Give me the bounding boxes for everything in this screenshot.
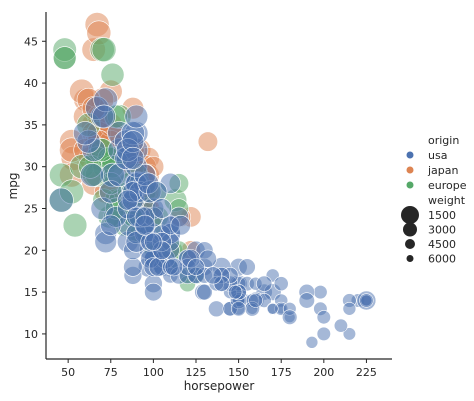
x-tick-label: 125: [185, 366, 206, 379]
y-tick-label: 45: [24, 35, 38, 48]
data-point-usa: [117, 189, 139, 211]
data-point-europe: [62, 213, 88, 238]
legend-size-label: 1500: [428, 209, 456, 222]
legend-marker-japan: [406, 166, 414, 174]
data-point-usa: [359, 293, 374, 308]
data-point-europe: [91, 37, 117, 63]
data-point-usa: [100, 214, 122, 236]
data-point-usa: [231, 301, 247, 317]
legend-size-label: 6000: [428, 253, 456, 266]
legend-size-label: 3000: [428, 224, 456, 237]
data-point-usa: [208, 300, 225, 318]
x-tick-label: 50: [61, 366, 75, 379]
legend-label-europe: europe: [428, 179, 467, 192]
data-point-usa: [248, 293, 263, 308]
data-point-usa: [316, 326, 331, 342]
y-tick-label: 15: [24, 286, 38, 299]
x-ticks: 50 75 100 125 150 175 200 225: [61, 359, 377, 379]
legend-size-marker: [405, 239, 415, 249]
data-point-usa: [316, 310, 331, 325]
data-point-japan: [197, 131, 218, 152]
legend-size-marker: [401, 206, 419, 224]
x-tick-label: 175: [271, 366, 292, 379]
legend-marker-europe: [406, 181, 414, 189]
legend-label-japan: japan: [427, 164, 459, 177]
data-point-usa: [170, 215, 191, 236]
data-point-usa: [92, 104, 116, 129]
data-point-usa: [123, 257, 143, 277]
x-tick-label: 100: [143, 366, 164, 379]
data-point-usa: [48, 187, 74, 213]
data-point-europe: [100, 62, 125, 87]
data-point-usa: [342, 327, 357, 341]
data-point-usa: [124, 104, 149, 129]
y-tick-label: 10: [24, 328, 38, 341]
y-tick-label: 35: [24, 119, 38, 132]
legend-label-usa: usa: [428, 149, 447, 162]
x-tick-label: 200: [313, 366, 334, 379]
x-tick-label: 75: [104, 366, 118, 379]
y-axis-title: mpg: [6, 173, 20, 200]
data-point-usa: [73, 121, 98, 146]
data-point-usa: [298, 292, 315, 309]
y-tick-label: 20: [24, 244, 38, 257]
legend-marker-usa: [406, 151, 414, 159]
legend-size-marker: [403, 222, 417, 237]
data-point-usa: [144, 232, 163, 251]
legend-size-marker: [406, 255, 414, 262]
legend-size-title: weight: [428, 194, 466, 207]
data-point-europe: [52, 46, 77, 70]
data-point-usa: [187, 258, 205, 276]
data-point-usa: [144, 282, 163, 302]
data-point-usa: [282, 309, 298, 325]
x-tick-label: 150: [228, 366, 249, 379]
data-point-usa: [256, 275, 273, 292]
data-point-usa: [80, 163, 105, 188]
data-point-usa: [313, 285, 328, 300]
data-point-usa: [134, 214, 156, 236]
legend-size-label: 4500: [428, 238, 456, 251]
data-point-usa: [121, 146, 145, 170]
x-tick-label: 225: [356, 366, 377, 379]
data-point-usa: [342, 301, 357, 316]
data-point-usa: [196, 283, 213, 301]
y-tick-label: 25: [24, 202, 38, 215]
points-layer: [48, 12, 377, 349]
data-point-usa: [164, 257, 184, 277]
y-ticks: 10 15 20 25 30 35 40 45: [24, 35, 46, 341]
y-tick-label: 40: [24, 77, 38, 90]
data-point-usa: [273, 276, 289, 292]
legend-hue-title: origin: [428, 134, 459, 147]
x-axis-title: horsepower: [184, 379, 255, 393]
data-point-usa: [228, 284, 243, 300]
data-point-usa: [305, 335, 319, 349]
data-point-usa: [238, 258, 256, 276]
y-tick-label: 30: [24, 161, 38, 174]
data-point-usa: [151, 198, 173, 219]
data-point-usa: [333, 318, 348, 333]
data-point-usa: [204, 266, 223, 285]
data-point-usa: [266, 302, 279, 315]
